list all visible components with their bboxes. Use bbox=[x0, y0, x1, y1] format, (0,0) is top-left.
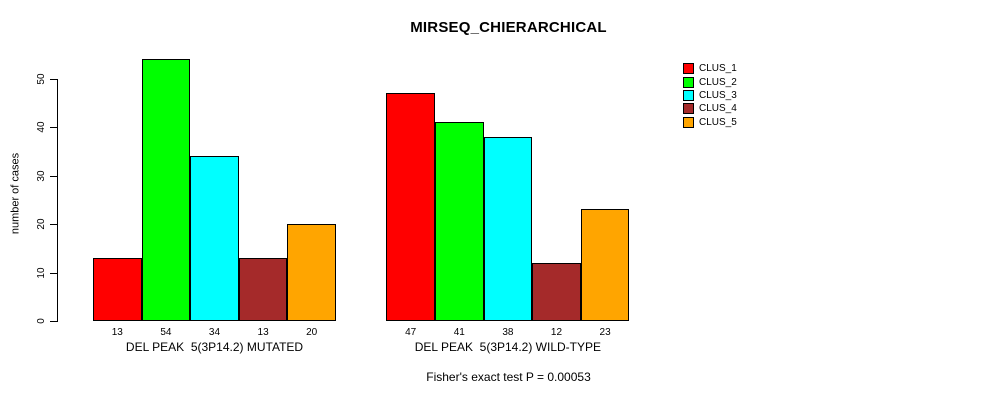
y-axis-line bbox=[57, 78, 58, 322]
bar bbox=[435, 122, 484, 321]
y-tick bbox=[50, 321, 57, 322]
fisher-test-annotation: Fisher's exact test P = 0.00053 bbox=[426, 370, 591, 384]
legend-item: CLUS_1 bbox=[683, 62, 737, 75]
y-tick-label: 40 bbox=[36, 121, 47, 133]
legend-swatch bbox=[683, 116, 694, 128]
y-tick bbox=[50, 127, 57, 128]
legend-swatch bbox=[683, 89, 694, 101]
bar bbox=[386, 93, 435, 321]
y-tick-label: 50 bbox=[36, 72, 47, 85]
bar bbox=[190, 156, 239, 321]
bar bbox=[141, 59, 191, 321]
y-tick-label: 0 bbox=[36, 318, 47, 324]
y-tick-label: 10 bbox=[36, 266, 47, 279]
legend-label: CLUS_3 bbox=[699, 89, 737, 101]
y-axis-title: number of cases bbox=[9, 152, 22, 235]
legend-label: CLUS_2 bbox=[699, 76, 737, 88]
legend-item: CLUS_2 bbox=[683, 75, 737, 88]
bar bbox=[532, 262, 581, 321]
bar bbox=[93, 257, 142, 321]
bar-value-label: 34 bbox=[208, 327, 221, 338]
bar bbox=[238, 257, 288, 321]
bar bbox=[483, 136, 533, 321]
bar-value-label: 23 bbox=[599, 327, 611, 338]
legend-swatch bbox=[683, 103, 694, 115]
legend: CLUS_1 CLUS_2 CLUS_3 CLUS_4 CLUS_5 bbox=[683, 62, 737, 129]
y-tick bbox=[50, 224, 57, 225]
legend-label: CLUS_1 bbox=[699, 63, 737, 75]
group-label: DEL PEAK 5(3P14.2) MUTATED bbox=[125, 340, 304, 354]
bar bbox=[580, 209, 630, 321]
y-tick bbox=[50, 78, 57, 80]
bar-value-label: 38 bbox=[502, 327, 514, 338]
bar bbox=[287, 224, 336, 321]
legend-item: CLUS_3 bbox=[683, 89, 737, 102]
legend-item: CLUS_4 bbox=[683, 102, 737, 115]
bar-value-label: 20 bbox=[306, 327, 318, 338]
bar-value-label: 13 bbox=[111, 327, 123, 338]
y-tick-label: 20 bbox=[36, 218, 47, 230]
bar-value-label: 13 bbox=[257, 327, 269, 338]
legend-swatch bbox=[683, 63, 694, 75]
bar-value-label: 12 bbox=[550, 327, 563, 338]
legend-label: CLUS_4 bbox=[699, 103, 737, 115]
y-tick bbox=[50, 272, 57, 274]
group-label: DEL PEAK 5(3P14.2) WILD-TYPE bbox=[414, 340, 602, 354]
bar-value-label: 41 bbox=[453, 327, 465, 338]
y-tick-label: 30 bbox=[36, 169, 47, 182]
y-tick bbox=[50, 175, 57, 177]
legend-swatch bbox=[683, 76, 694, 88]
legend-item: CLUS_5 bbox=[683, 116, 737, 129]
legend-label: CLUS_5 bbox=[699, 116, 737, 128]
chart-title: MIRSEQ_CHIERARCHICAL bbox=[410, 19, 607, 36]
bar-value-label: 54 bbox=[160, 327, 172, 338]
bar-value-label: 47 bbox=[405, 327, 417, 338]
